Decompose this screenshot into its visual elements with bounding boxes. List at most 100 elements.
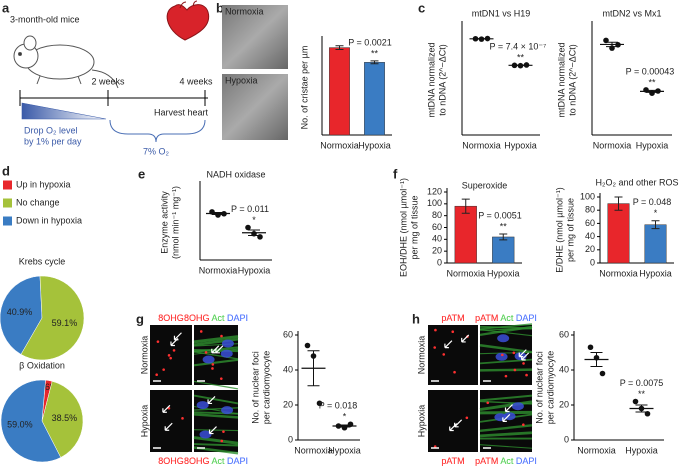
micrograph [222,74,288,140]
stain-name: 8OHG [158,456,184,466]
texture [522,423,525,426]
legend: Up in hypoxia No change Down in hypoxia [3,179,82,226]
y-tick-label: 100 [580,191,595,201]
error-bar [499,233,508,241]
texture [434,328,437,332]
texture [202,355,215,364]
stain-name: 8OHG [158,313,184,323]
chart-title: mtDN2 vs Mx1 [602,8,661,18]
bar [644,224,667,264]
texture [193,358,239,367]
pie-slice [0,379,62,463]
micrograph [428,325,478,385]
row-label: Hypoxia [139,405,149,438]
p-value: P = 0.00043 [626,66,675,76]
arrow [444,340,453,349]
significance: ** [371,48,379,58]
texture [511,402,524,411]
chart-title: NADH oxidase [206,169,265,179]
texture [500,353,504,357]
texture [196,401,209,410]
row-label: Normoxia [139,336,149,375]
stain-name: pATM [441,456,464,466]
y-axis-label: to nDNA (2^−ΔCt) [567,44,577,116]
texture [162,368,165,371]
data-point [632,398,639,405]
stain-label: 8OHG [158,456,184,466]
bar [329,47,350,136]
x-tick-label: Hypoxia [328,445,361,455]
texture [220,439,224,443]
x-tick-label: Normoxia [599,268,638,278]
x-tick-label: Hypoxia [358,140,391,150]
texture [193,350,239,360]
texture [479,394,533,402]
error-bar [614,196,623,211]
p-value: P = 0.0051 [478,210,522,220]
stain-label: pATM [441,313,464,323]
y-tick-label: 60 [585,218,595,228]
texture [220,349,233,358]
micrograph-label: Normoxia [225,6,264,16]
arrow [207,395,216,405]
stain-label: pATM [441,456,464,466]
texture [204,351,208,354]
y-tick-label: 60 [283,329,293,339]
legend-swatch [3,198,12,208]
texture [495,352,508,361]
pie-title: β Oxidation [19,360,65,370]
stain-label: 8OHG [158,456,184,466]
x-tick-label: Normoxia [294,445,333,455]
y-axis-label: per mg of tissue [565,198,575,262]
texture [193,413,239,419]
y-axis-label: per cardiomyocyte [261,351,271,425]
stain-name: 8OHG [184,456,212,466]
o2-gradient [21,102,107,120]
texture [479,431,533,438]
arrow [461,334,470,343]
slice-label: 2.6% [37,382,58,392]
stain-name: Act [500,313,516,323]
x-tick-label: Normoxia [577,445,616,455]
error-bar [646,89,658,93]
texture [193,429,239,432]
x-tick-label: Hypoxia [238,265,271,275]
y-axis-label: (nmol min⁻¹ mg⁻¹) [170,186,180,259]
texture [512,351,516,355]
texture [479,329,533,337]
slice-label: 38.5% [52,413,78,423]
texture [479,444,533,449]
stain-name: Act [211,313,227,323]
legend-label: Up in hypoxia [16,179,71,189]
p-value: P = 0.0075 [620,378,664,388]
stain-name: DAPI [516,313,537,323]
stain-label: 8OHG [158,313,184,323]
significance: ** [648,77,656,87]
stain-label: pATM [441,313,464,323]
error-bar [606,41,618,48]
pie-slice [0,275,43,355]
texture [193,443,239,447]
micrograph [150,390,192,452]
texture [193,411,239,415]
texture [504,374,508,378]
mouse [13,35,119,89]
heart-vessels [179,0,198,9]
significance: ** [638,389,646,399]
texture [181,417,184,420]
y-tick-label: 40 [585,231,595,241]
x-tick-label: Normoxia [320,140,359,150]
p-value: P = 0.048 [633,197,672,207]
y-tick-label: 40 [432,234,442,244]
bar [364,62,385,136]
y-tick-label: 60 [432,222,442,232]
arrow [164,422,173,431]
legend-label: Down in hypoxia [16,215,82,225]
y-axis-label: EOH/DHE (nmol µmol⁻¹) [398,178,408,277]
y-axis-label: E/DHE (nmol µmol⁻¹) [554,187,564,272]
slice-label: 40.9% [7,307,33,317]
data-point [599,370,606,377]
texture [479,325,533,330]
stain-name: DAPI [227,456,248,466]
